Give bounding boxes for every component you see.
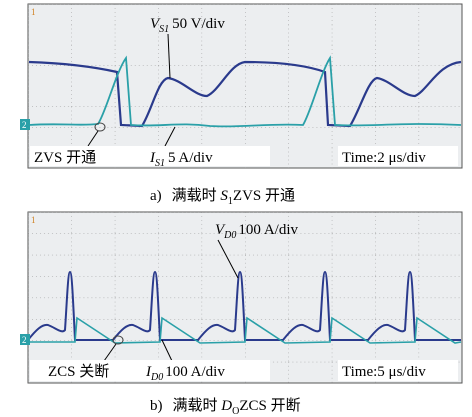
time-base: Time:5 μs/div <box>342 364 426 380</box>
scope-grid <box>28 4 462 168</box>
caption: a)满载时 S1ZVS 开通 <box>150 187 295 207</box>
annotation: ZCS 关断 <box>48 363 109 380</box>
channel-marker: 2 <box>22 335 27 345</box>
channel-marker: 1 <box>31 7 36 17</box>
figure: 1 2 VS150 V/div ZVS 开通 IS15 A/div Time:2… <box>0 0 472 417</box>
time-base: Time:2 μs/div <box>342 150 426 166</box>
page: 1 2 VS150 V/div ZVS 开通 IS15 A/div Time:2… <box>0 0 472 417</box>
annotation: ZVS 开通 <box>34 149 96 166</box>
channel-marker: 2 <box>22 120 27 130</box>
caption: b)满载时 DOZCS 开断 <box>150 397 301 417</box>
channel-marker: 1 <box>31 215 36 225</box>
